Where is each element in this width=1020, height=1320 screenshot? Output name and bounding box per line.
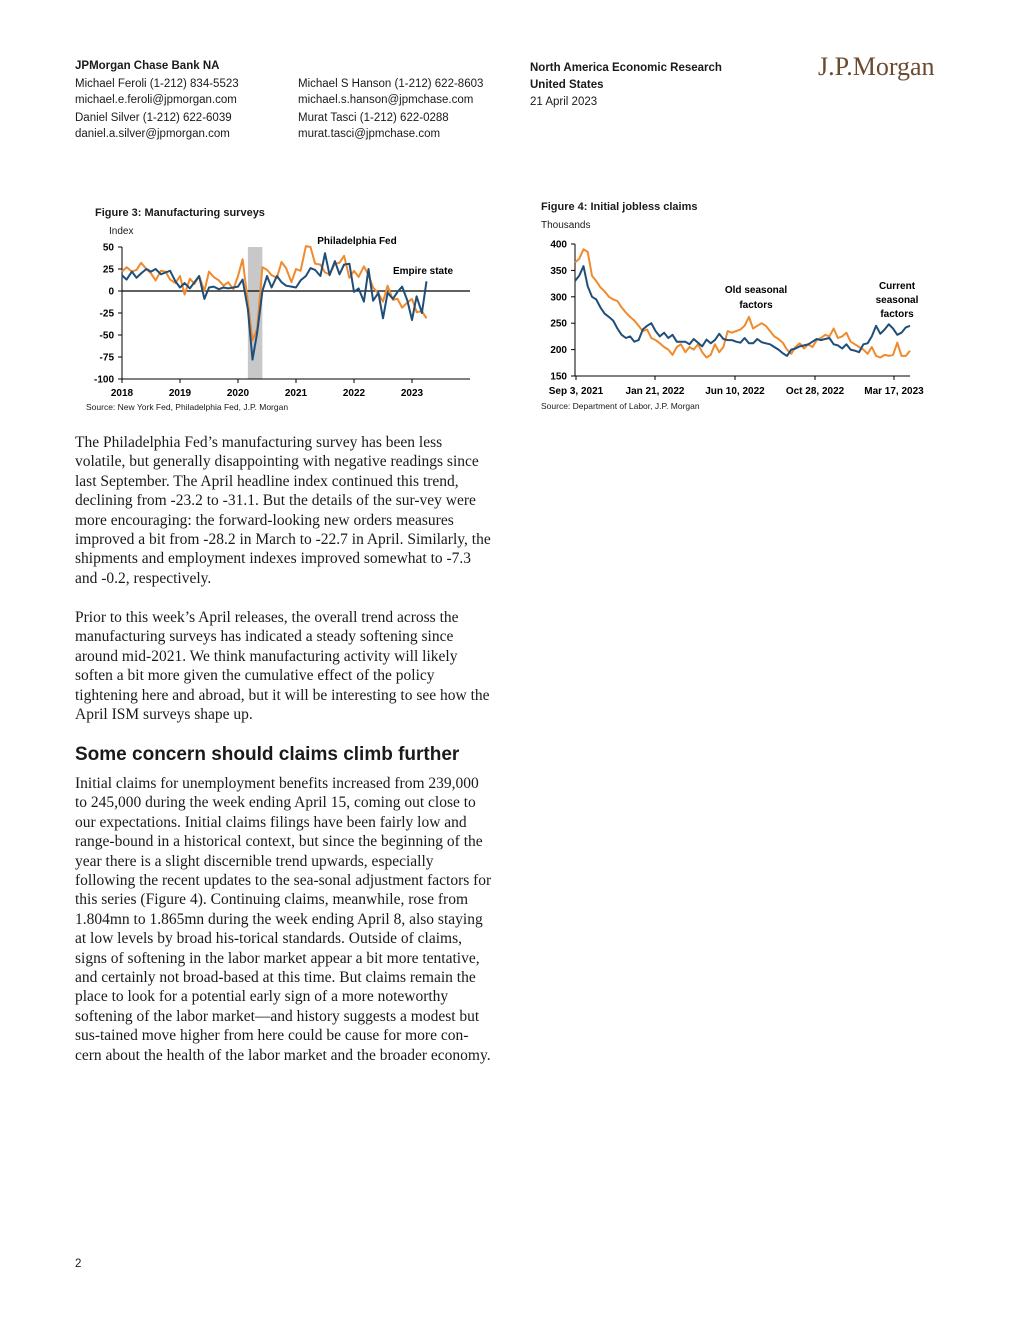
- author-contact: Daniel Silver (1-212) 622-6039 daniel.a.…: [75, 110, 232, 142]
- annotation-current-seasonal-factors: factors: [880, 309, 914, 320]
- figure3-chart: 50 25 0 -25 -50 -75 -100 2018 2019 2020 2021 2022 20…: [94, 236, 470, 399]
- x-tick-label: Oct 28, 2022: [786, 386, 845, 397]
- paragraph-trend: Prior to this week’s April releases, the…: [75, 609, 490, 724]
- figure3-title: Figure 3: Manufacturing surveys: [95, 207, 265, 219]
- x-tick-label: Jun 10, 2022: [705, 386, 765, 397]
- annotation-old-seasonal-factors: factors: [739, 300, 773, 311]
- y-tick-label: -75: [100, 353, 115, 364]
- jpmorgan-logo: J.P.Morgan: [818, 52, 935, 81]
- y-tick-label: -100: [94, 375, 114, 386]
- series-line-old-seasonal-factors: [574, 248, 911, 359]
- y-tick-label: 25: [103, 265, 115, 276]
- series-line-empire-state: [121, 252, 428, 361]
- author-name-phone: Murat Tasci (1-212) 622-0288: [298, 112, 449, 124]
- x-tick-label: Jan 21, 2022: [626, 386, 685, 397]
- y-tick-label: 50: [103, 243, 115, 254]
- author-email[interactable]: michael.s.hanson@jpmchase.com: [298, 94, 474, 106]
- y-tick-label: 300: [550, 292, 567, 303]
- y-tick-label: 350: [550, 266, 567, 277]
- paragraph-claims: Initial claims for unemployment benefits…: [75, 775, 492, 1064]
- series-line-current-seasonal-factors: [574, 265, 911, 357]
- author-email[interactable]: michael.e.feroli@jpmorgan.com: [75, 94, 237, 106]
- bank-name: JPMorgan Chase Bank NA: [75, 60, 220, 72]
- report-info: North America Economic Research United S…: [530, 60, 722, 111]
- x-tick-label: Mar 17, 2023: [864, 386, 924, 397]
- y-tick-label: -50: [100, 331, 115, 342]
- author-email[interactable]: daniel.a.silver@jpmorgan.com: [75, 128, 230, 140]
- x-tick-label: 2019: [169, 388, 192, 399]
- annotation-old-seasonal-factors: Old seasonal: [725, 285, 787, 296]
- annotation-philadelphia-fed: Philadelphia Fed: [317, 236, 396, 247]
- figure3-unit: Index: [109, 226, 134, 237]
- author-email[interactable]: murat.tasci@jpmchase.com: [298, 128, 441, 140]
- paragraph-philly-fed: The Philadelphia Fed’s manufacturing sur…: [75, 434, 491, 587]
- x-tick-label: 2020: [227, 388, 250, 399]
- page-number: 2: [75, 1258, 82, 1270]
- y-tick-label: 150: [550, 372, 567, 383]
- figure4-title: Figure 4: Initial jobless claims: [541, 201, 698, 213]
- y-tick-label: 0: [108, 287, 114, 298]
- author-name-phone: Daniel Silver (1-212) 622-6039: [75, 112, 232, 124]
- series-line-philadelphia-fed: [121, 245, 428, 342]
- figure4-chart: 400 350 300 250 200 150 Sep 3, 2021 Jan 21, 202…: [549, 240, 924, 398]
- y-tick-label: -25: [100, 309, 115, 320]
- x-tick-label: 2018: [111, 388, 134, 399]
- figure3-source: Source: New York Fed, Philadelphia Fed, …: [86, 402, 289, 412]
- y-tick-label: 200: [550, 345, 567, 356]
- figure4-source: Source: Department of Labor, J.P. Morgan: [541, 401, 700, 411]
- y-tick-label: 250: [550, 319, 567, 330]
- author-contact: Michael Feroli (1-212) 834-5523 michael.…: [75, 76, 239, 108]
- region: United States: [530, 79, 604, 91]
- x-tick-label: 2023: [401, 388, 424, 399]
- y-tick-label: 400: [550, 240, 567, 251]
- annotation-empire-state: Empire state: [393, 266, 453, 277]
- author-contact: Murat Tasci (1-212) 622-0288 murat.tasci…: [298, 110, 449, 142]
- author-contact: Michael S Hanson (1-212) 622-8603 michae…: [298, 76, 483, 108]
- annotation-current-seasonal-factors: seasonal: [876, 295, 919, 306]
- figure4-unit: Thousands: [541, 220, 591, 231]
- author-name-phone: Michael Feroli (1-212) 834-5523: [75, 78, 239, 90]
- author-name-phone: Michael S Hanson (1-212) 622-8603: [298, 78, 484, 90]
- x-tick-label: Sep 3, 2021: [549, 386, 604, 397]
- x-tick-label: 2022: [343, 388, 366, 399]
- x-tick-label: 2021: [285, 388, 308, 399]
- annotation-current-seasonal-factors: Current: [879, 281, 916, 292]
- report-date: 21 April 2023: [530, 96, 598, 108]
- division: North America Economic Research: [530, 62, 722, 74]
- section-heading: Some concern should claims climb further: [75, 744, 460, 765]
